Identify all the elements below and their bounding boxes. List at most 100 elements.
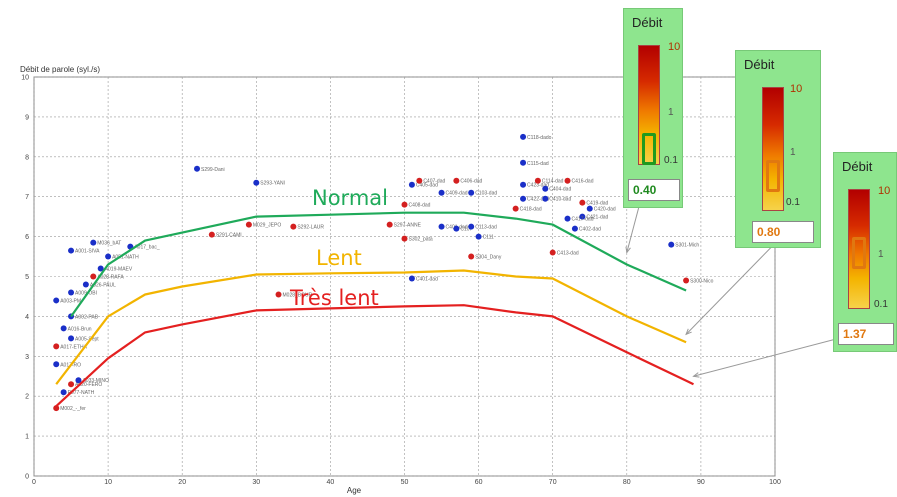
x-tick-label: 100 (769, 479, 781, 486)
scale-low-label: 0.1 (664, 155, 678, 166)
reference-curves (55, 211, 694, 408)
point-marker (564, 177, 571, 184)
connector-arrow (693, 337, 841, 377)
point-label: S304_Dany (475, 255, 502, 261)
rate-marker (766, 160, 780, 193)
point-label: S297-ANNE (394, 223, 422, 229)
scale-low-label: 0.1 (874, 299, 888, 310)
point-label: C405-dad (416, 183, 438, 189)
data-point: S293-YANI (253, 179, 285, 187)
point-label: S302_pata (409, 237, 433, 243)
point-label: C402-dad (579, 227, 601, 233)
point-label: C107 (460, 227, 472, 233)
scale-mid-label: 1 (878, 249, 884, 260)
point-marker (683, 277, 690, 284)
data-point: S304_Dany (468, 253, 502, 261)
point-label: A051-NATH (112, 255, 139, 261)
point-label: C413-dad (557, 251, 579, 257)
scale-top-label: 10 (878, 185, 891, 197)
point-marker (586, 205, 593, 212)
point-marker (579, 213, 586, 220)
point-marker (75, 377, 82, 384)
point-label: A028-RAFA (97, 275, 124, 281)
point-marker (275, 291, 282, 298)
data-point: A016-Brun (60, 325, 92, 332)
rate-card-lent: Débit 10 1 0.1 0.80 (735, 50, 821, 248)
point-label: A033-MINO (82, 378, 109, 384)
point-marker (579, 199, 586, 206)
scale-top-label: 10 (668, 41, 681, 53)
point-label: A009-OBI (75, 290, 97, 296)
data-point: A001-SIVA (68, 247, 100, 255)
point-label: S300-Nico (690, 278, 714, 284)
curve-très-lent (55, 304, 694, 408)
data-point: C416-dad (564, 177, 594, 185)
data-point: C401-dad (408, 275, 438, 282)
curve-lent (55, 269, 687, 385)
point-label: C420-dad (594, 207, 616, 213)
y-tick-label: 10 (21, 75, 29, 82)
x-tick-label: 70 (549, 479, 557, 486)
data-point: C419-dad (579, 199, 609, 207)
data-point: M036_bAT (90, 239, 121, 247)
point-marker (401, 201, 408, 208)
point-marker (401, 235, 408, 242)
point-label: S291-CAMI (216, 233, 242, 239)
x-tick-label: 90 (697, 479, 705, 486)
data-point: A026-PAUL (82, 281, 116, 288)
point-marker (520, 181, 527, 188)
card-title: Débit (744, 57, 775, 72)
point-marker (468, 189, 475, 196)
x-tick-label: 50 (401, 479, 409, 486)
point-label: S299-Dani (201, 167, 225, 173)
data-point: C113-dad (468, 223, 497, 231)
point-marker (53, 297, 60, 304)
point-label: A019-MAEV (105, 267, 133, 273)
rate-marker (642, 133, 656, 166)
point-marker (438, 189, 445, 196)
point-marker (571, 225, 578, 232)
gradient-scale (762, 87, 784, 211)
y-tick-label: 9 (25, 114, 29, 121)
point-label: C410-dad (549, 197, 571, 203)
data-point: A003-PM (53, 297, 81, 304)
point-label: A002-PAB (75, 314, 99, 320)
point-label: C118-dado (527, 135, 552, 141)
x-axis-label: Age (347, 486, 362, 495)
point-marker (453, 177, 460, 184)
rate-marker (852, 236, 866, 269)
point-marker (90, 239, 97, 246)
data-point: M029_JEPO (245, 221, 281, 229)
data-point: A051-NATH (105, 253, 139, 261)
point-label: C114-dad (542, 179, 564, 185)
data-point: A017-ETHA (53, 343, 88, 350)
point-marker (105, 253, 112, 260)
point-marker (68, 335, 75, 342)
data-point: C422-dad (520, 195, 549, 203)
rate-value: 0.40 (628, 179, 680, 201)
point-label: A005-Sept (75, 336, 99, 342)
rate-card-tres-lent: Débit 10 1 0.1 1.37 (833, 152, 897, 352)
point-label: A001-SIVA (75, 249, 100, 255)
point-marker (68, 289, 75, 296)
rate-card-normal: Débit 10 1 0.1 0.40 (623, 8, 683, 208)
point-marker (453, 225, 460, 232)
point-label: C103-dad (475, 191, 497, 197)
point-label: S292-LAUR (297, 225, 324, 231)
point-marker (253, 179, 260, 186)
y-tick-label: 7 (25, 194, 29, 201)
data-point: A028-RAFA (90, 273, 124, 281)
data-point: C421-dad (579, 213, 609, 221)
point-marker (53, 343, 60, 350)
point-marker (520, 133, 527, 140)
point-label: C111 (483, 235, 494, 241)
point-label: A026-PAUL (90, 282, 116, 288)
arrow-head (625, 246, 631, 254)
point-label: C417-dad (572, 217, 594, 223)
rate-value: 0.80 (752, 221, 814, 243)
data-point: C410-dad (542, 195, 571, 203)
y-tick-label: 4 (25, 314, 29, 321)
point-label: C422-dad (527, 197, 549, 203)
point-label: C421-dad (586, 215, 608, 221)
data-point: C404-dad (542, 185, 571, 193)
